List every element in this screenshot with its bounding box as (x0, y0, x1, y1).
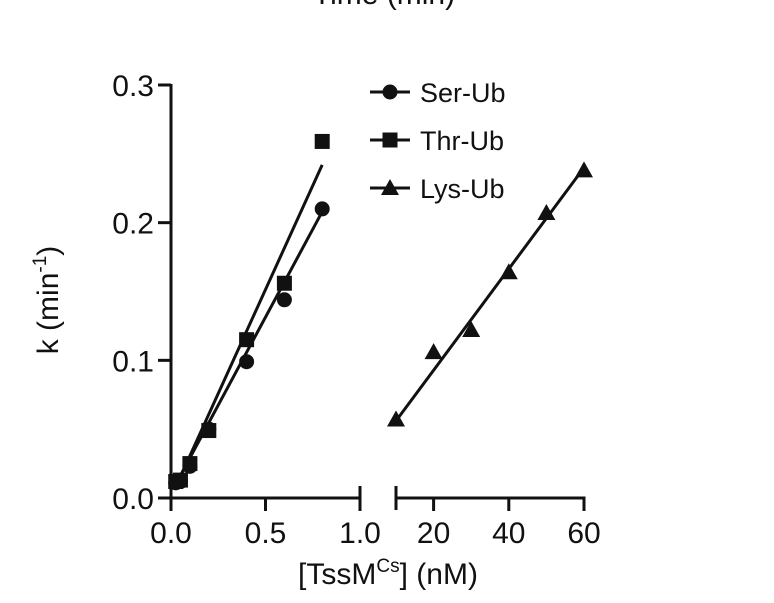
ser-ub-legend-label: Ser-Ub (420, 78, 506, 108)
lys-ub-point (575, 161, 593, 177)
y-axis-title: k (min-1) (30, 246, 65, 355)
x-tick-label: 20 (417, 517, 450, 550)
y-tick-label: 0.1 (112, 345, 154, 378)
thr-ub-point (201, 423, 216, 438)
x-tick-label: 1.0 (339, 517, 381, 550)
top-cropped-text: Time (min) (313, 0, 455, 11)
y-tick-label: 0.0 (112, 483, 154, 516)
thr-ub-fit-line (176, 165, 322, 487)
lys-ub-fit-line (396, 168, 584, 421)
lys-ub-legend-label: Lys-Ub (420, 174, 505, 204)
x-tick-label: 60 (567, 517, 600, 550)
thr-ub-legend-marker (383, 133, 398, 148)
thr-ub-point (315, 134, 330, 149)
fit-lines (176, 165, 584, 487)
lys-ub-point (425, 343, 443, 359)
thr-ub-point (277, 276, 292, 291)
ser-ub-legend-marker (383, 85, 398, 100)
y-tick-label: 0.2 (112, 208, 154, 241)
legend: Ser-Ub Thr-Ub Lys-Ub (370, 78, 506, 204)
x-tick-label: 40 (492, 517, 525, 550)
thr-ub-point (173, 473, 188, 488)
ser-ub-point (315, 201, 330, 216)
lys-ub-point (500, 263, 518, 279)
x-tick-label: 0.0 (150, 517, 192, 550)
thr-ub-point (239, 332, 254, 347)
ser-ub-fit-line (176, 212, 322, 485)
x-tick-label: 0.5 (245, 517, 287, 550)
ser-ub-point (277, 292, 292, 307)
x-axis-title: [TssMCs] (nM) (298, 556, 478, 591)
thr-ub-legend-label: Thr-Ub (420, 126, 504, 156)
thr-ub-point (182, 456, 197, 471)
ser-ub-point (239, 354, 254, 369)
y-tick-label: 0.3 (112, 70, 154, 103)
